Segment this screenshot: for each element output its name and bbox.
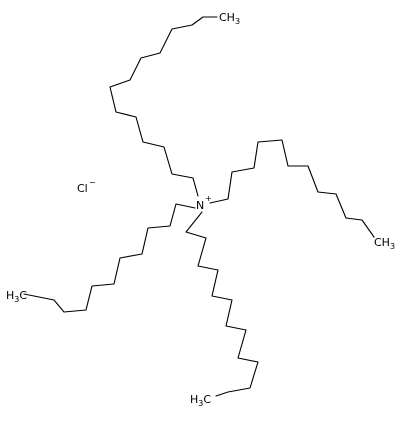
- dodecyl-chain-top: [109, 16, 218, 197]
- chain-right-terminal: CH3: [374, 236, 395, 251]
- chain-bottom-terminal: H3C: [190, 393, 211, 408]
- dodecyl-chain-right: [209, 139, 375, 238]
- chain-left-terminal: H3C: [6, 289, 27, 304]
- dodecyl-chain-left: [23, 203, 196, 313]
- chain-top-terminal: CH3: [219, 11, 240, 26]
- chloride-ion: Cl −: [77, 178, 96, 195]
- dodecyl-chain-bottom: [185, 211, 259, 397]
- chloride-symbol: Cl: [77, 182, 88, 195]
- nitrogen-symbol: N: [196, 199, 204, 212]
- chloride-charge: −: [89, 178, 96, 187]
- nitrogen-center: N +: [196, 194, 212, 212]
- nitrogen-charge: +: [205, 194, 212, 203]
